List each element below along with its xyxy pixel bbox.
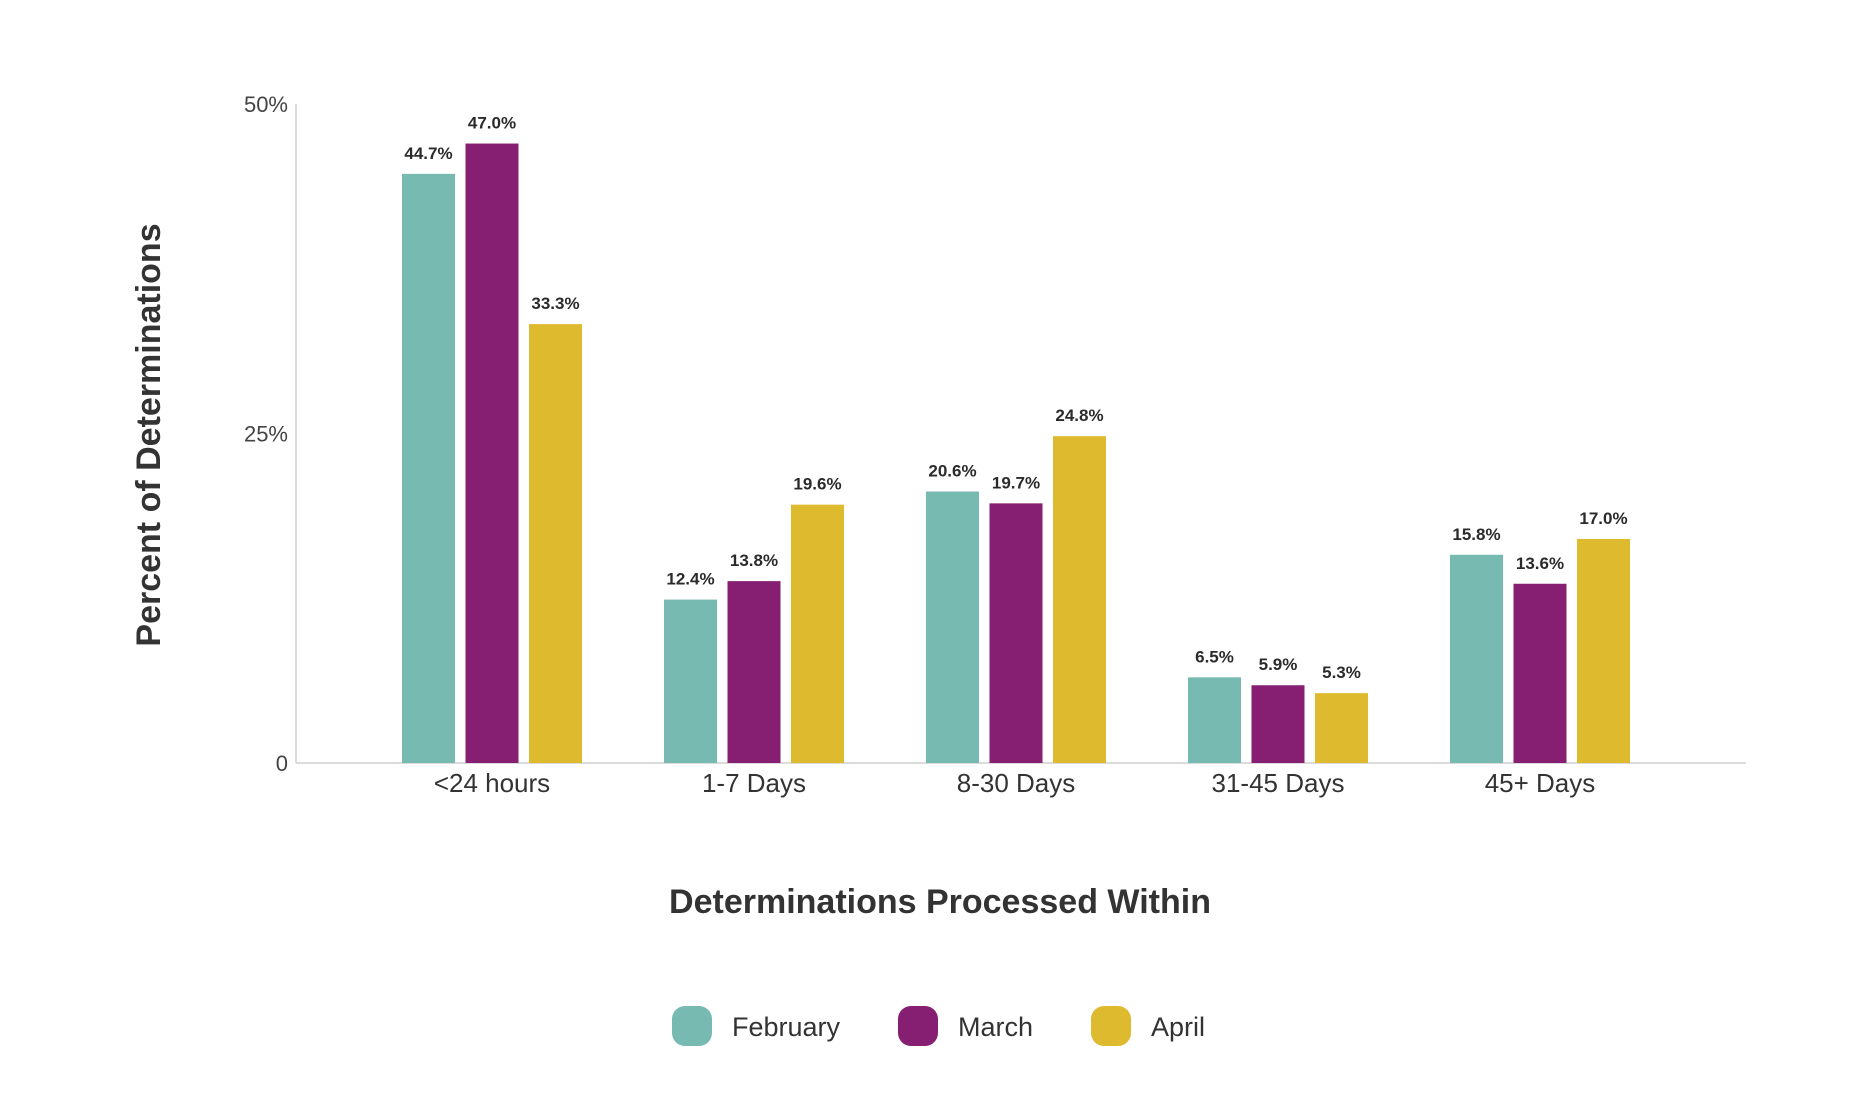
data-label: 19.7%	[992, 473, 1040, 492]
data-label: 20.6%	[928, 461, 976, 480]
data-label: 12.4%	[666, 570, 714, 589]
data-label: 19.6%	[793, 475, 841, 494]
data-label: 17.0%	[1579, 509, 1627, 528]
x-tick-label: 8-30 Days	[957, 768, 1076, 798]
x-tick-label: 31-45 Days	[1212, 768, 1345, 798]
x-tick-label: 1-7 Days	[702, 768, 806, 798]
axes: 0 25% 50% <24 hours 1-7 Days 8-30 Days 31-45 D…	[244, 92, 1746, 798]
bar	[989, 503, 1043, 763]
legend-swatch	[898, 1006, 938, 1046]
legend-swatch	[672, 1006, 712, 1046]
legend-label: April	[1151, 1012, 1205, 1042]
legend-label: February	[732, 1012, 841, 1042]
legend-label: March	[958, 1012, 1033, 1042]
y-tick-label: 50%	[244, 92, 288, 117]
bar	[727, 581, 781, 763]
bar	[465, 143, 519, 764]
data-label: 13.8%	[730, 551, 778, 570]
data-label: 33.3%	[531, 294, 579, 313]
y-axis-title: Percent of Determinations	[130, 223, 168, 646]
data-label: 5.9%	[1259, 655, 1298, 674]
bar	[791, 504, 844, 763]
bar	[1450, 554, 1503, 763]
bar	[1053, 436, 1106, 763]
bar	[529, 324, 582, 763]
bar	[402, 173, 455, 763]
bar	[664, 599, 717, 763]
bar	[1188, 677, 1241, 763]
data-label: 13.6%	[1516, 554, 1564, 573]
data-label: 6.5%	[1195, 647, 1234, 666]
legend: February March April	[672, 1006, 1205, 1046]
bar	[926, 491, 979, 763]
data-label: 5.3%	[1322, 663, 1361, 682]
data-label: 15.8%	[1452, 525, 1500, 544]
data-label: 24.8%	[1055, 406, 1103, 425]
data-label: 44.7%	[404, 144, 452, 163]
bar	[1315, 693, 1368, 763]
bar	[1577, 538, 1630, 763]
x-tick-label: 45+ Days	[1485, 768, 1596, 798]
y-tick-label: 0	[276, 751, 288, 776]
bars	[402, 143, 1630, 764]
y-tick-label: 25%	[244, 422, 288, 447]
legend-swatch	[1091, 1006, 1131, 1046]
data-label: 47.0%	[468, 114, 516, 133]
x-tick-label: <24 hours	[434, 768, 550, 798]
bar	[1513, 583, 1567, 763]
bar	[1251, 685, 1305, 763]
value-labels: 44.7% 47.0% 33.3% 12.4% 13.8% 19.6% 20.6% 19.7%…	[404, 114, 1627, 683]
x-axis-title: Determinations Processed Within	[669, 883, 1211, 921]
